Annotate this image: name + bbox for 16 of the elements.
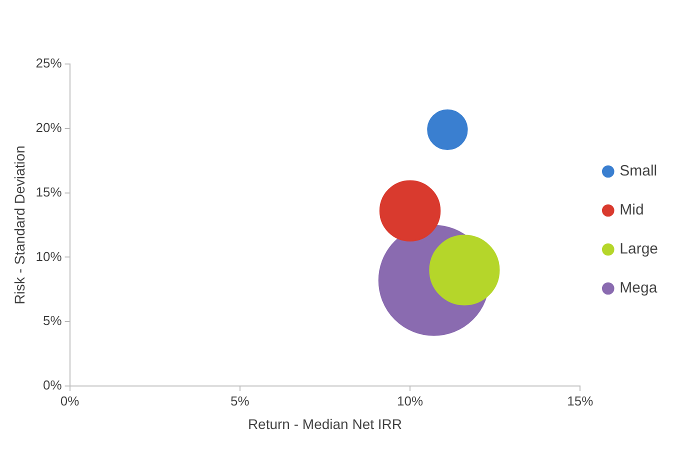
legend-label: Mega <box>620 280 658 297</box>
x-tick-label: 5% <box>230 393 250 408</box>
x-tick-label: 15% <box>567 393 594 408</box>
x-tick-label: 10% <box>397 393 424 408</box>
legend-label: Large <box>620 240 658 258</box>
x-axis-title: Return - Median Net IRR <box>248 416 402 432</box>
y-tick-label: 0% <box>43 378 62 393</box>
legend-label: Small <box>620 162 658 180</box>
y-tick-label: 10% <box>36 248 62 264</box>
y-tick-label: 20% <box>36 120 62 135</box>
legend-label: Mid <box>620 202 644 219</box>
y-axis-title: Risk - Standard Deviation <box>11 146 28 304</box>
y-tick-label: 25% <box>36 56 62 71</box>
y-tick-label: 15% <box>36 184 62 200</box>
x-tick-label: 0% <box>60 393 80 408</box>
y-tick-label: 5% <box>43 313 62 328</box>
